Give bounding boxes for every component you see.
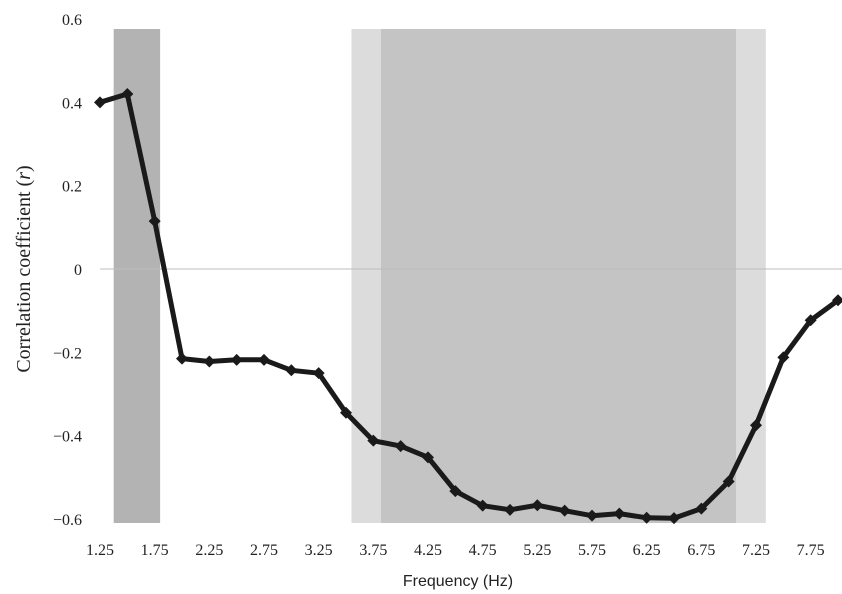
x-tick-label: 6.25 xyxy=(633,542,661,559)
x-tick-label: 6.75 xyxy=(687,542,715,559)
y-tick-label: 0.6 xyxy=(62,12,82,29)
data-point xyxy=(504,503,516,516)
x-tick-label: 4.25 xyxy=(414,542,442,559)
y-tick-labels: 0.6 0.4 0.2 0 −0.2 −0.4 −0.6 xyxy=(53,12,82,529)
data-point xyxy=(230,353,243,366)
y-tick-label: 0.2 xyxy=(62,179,82,196)
data-point xyxy=(558,504,571,517)
data-point xyxy=(750,419,762,432)
data-point xyxy=(422,451,434,464)
y-tick-label: 0 xyxy=(74,262,82,279)
y-axis-label-close: ) xyxy=(13,165,35,172)
data-point xyxy=(613,507,626,520)
y-tick-label: −0.6 xyxy=(53,512,82,529)
data-point xyxy=(258,353,270,366)
data-point xyxy=(476,499,489,512)
x-tick-label: 7.25 xyxy=(742,542,770,559)
x-tick-label: 3.75 xyxy=(359,542,387,559)
data-point xyxy=(94,96,106,109)
y-axis-label-main: Correlation coefficient ( xyxy=(13,179,35,372)
shaded-region-2 xyxy=(380,29,737,523)
shaded-region-1 xyxy=(351,29,381,523)
data-point xyxy=(203,355,216,368)
data-point xyxy=(722,475,735,488)
data-point xyxy=(804,314,817,327)
x-tick-label: 4.75 xyxy=(469,542,497,559)
x-axis-label: Frequency (Hz) xyxy=(403,573,513,590)
series-line-0 xyxy=(99,91,840,521)
x-tick-label: 5.25 xyxy=(523,542,551,559)
data-point xyxy=(285,364,298,377)
shaded-regions xyxy=(113,29,766,523)
x-tick-label: 3.25 xyxy=(305,542,333,559)
x-tick-labels: 1.25 1.75 2.25 2.75 3.25 3.75 4.25 4.75 5.25 5.75… xyxy=(86,542,825,559)
data-point xyxy=(449,485,462,498)
x-tick-label: 1.25 xyxy=(86,542,114,559)
data-point xyxy=(148,215,161,228)
y-axis-label-italic: r xyxy=(13,172,35,180)
data-point xyxy=(367,434,380,447)
data-point xyxy=(668,512,680,525)
data-point xyxy=(777,351,790,364)
x-tick-label: 2.25 xyxy=(195,542,223,559)
y-tick-label: −0.2 xyxy=(53,345,82,362)
series-group xyxy=(99,91,840,521)
x-tick-label: 5.75 xyxy=(578,542,606,559)
marker-group xyxy=(94,88,842,525)
data-point xyxy=(695,502,708,515)
data-point xyxy=(531,499,544,512)
data-point xyxy=(640,511,653,524)
data-point xyxy=(832,294,842,307)
x-tick-label: 2.75 xyxy=(250,542,278,559)
data-point xyxy=(394,440,407,453)
data-point xyxy=(176,352,188,365)
y-tick-label: 0.4 xyxy=(62,95,82,112)
data-point xyxy=(312,367,325,380)
x-tick-label: 7.75 xyxy=(797,542,825,559)
x-tick-label: 1.75 xyxy=(141,542,169,559)
y-tick-label: −0.4 xyxy=(53,429,82,446)
shaded-region-3 xyxy=(736,29,766,523)
data-point xyxy=(340,406,352,419)
y-axis-label: Correlation coefficient (r) xyxy=(13,165,35,372)
data-point xyxy=(586,509,598,522)
shaded-region-0 xyxy=(113,29,161,523)
data-point xyxy=(121,88,134,100)
